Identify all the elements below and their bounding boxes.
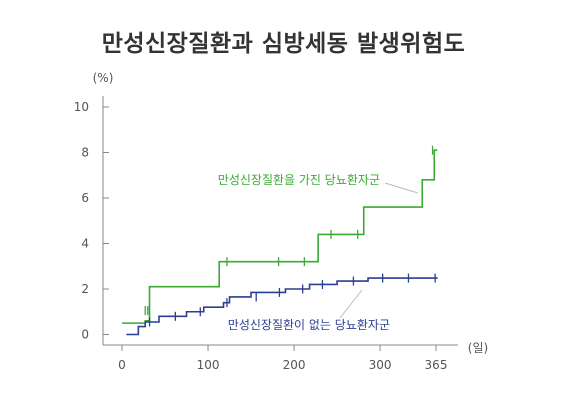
y-tick-label: 4 <box>81 237 89 251</box>
chart-title: 만성신장질환과 심방세동 발생위험도 <box>101 31 466 57</box>
x-tick-label: 0 <box>118 358 126 372</box>
x-tick-label: 100 <box>197 358 220 372</box>
series-line-1 <box>122 149 438 324</box>
y-tick-label: 6 <box>81 191 89 205</box>
y-tick-label: 0 <box>81 328 89 342</box>
x-tick-label: 200 <box>283 358 306 372</box>
series-label-with-ckd: 만성신장질환을 가진 당뇨환자군 <box>218 173 380 187</box>
x-tick-label: 365 <box>425 358 448 372</box>
leader-line-with-ckd <box>384 182 419 194</box>
x-unit-label: (일) <box>468 341 488 355</box>
y-unit-label: (%) <box>93 71 114 85</box>
series-label-without-ckd: 만성신장질환이 없는 당뇨환자군 <box>228 318 390 332</box>
y-tick-label: 2 <box>81 282 89 296</box>
series-layer <box>122 145 438 336</box>
leader-line-without-ckd <box>339 289 363 319</box>
y-tick-label: 10 <box>74 100 89 114</box>
y-tick-label: 8 <box>81 146 89 160</box>
x-tick-label: 300 <box>369 358 392 372</box>
